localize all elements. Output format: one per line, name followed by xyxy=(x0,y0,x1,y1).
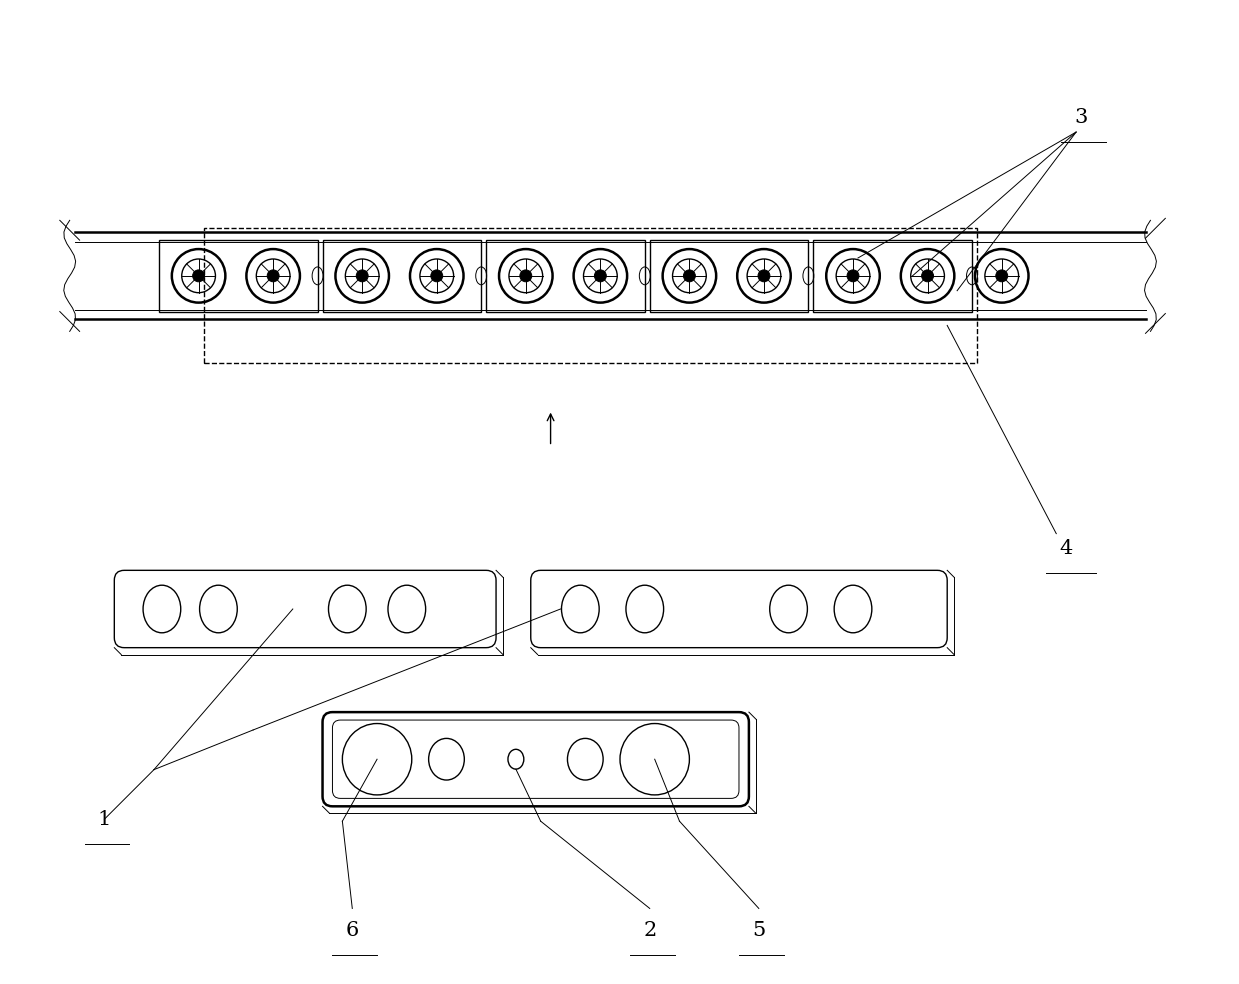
Circle shape xyxy=(684,270,695,281)
Circle shape xyxy=(922,270,933,281)
Text: 1: 1 xyxy=(98,810,112,829)
Bar xyxy=(813,240,971,312)
Text: 4: 4 xyxy=(1059,539,1073,558)
Bar xyxy=(203,228,976,363)
Circle shape xyxy=(357,270,368,281)
Circle shape xyxy=(847,270,859,281)
Text: 6: 6 xyxy=(346,921,359,940)
Circle shape xyxy=(268,270,279,281)
Text: 2: 2 xyxy=(643,921,657,940)
Circle shape xyxy=(758,270,769,281)
Circle shape xyxy=(996,270,1007,281)
Bar xyxy=(649,240,808,312)
Circle shape xyxy=(595,270,606,281)
Text: 5: 5 xyxy=(752,921,766,940)
Circle shape xyxy=(192,270,204,281)
Circle shape xyxy=(520,270,532,281)
Bar xyxy=(322,240,481,312)
Circle shape xyxy=(431,270,442,281)
Bar xyxy=(486,240,644,312)
Text: 3: 3 xyxy=(1074,107,1088,127)
Bar xyxy=(159,240,317,312)
